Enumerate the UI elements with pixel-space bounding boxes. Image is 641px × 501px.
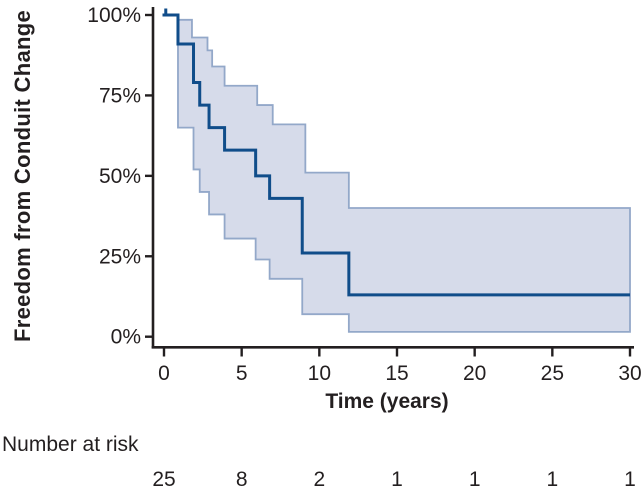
x-tick-label: 10 [308, 362, 331, 385]
number-at-risk-value: 1 [391, 468, 403, 491]
km-plot-canvas: 100% 75% 50% 25% 0% 0 5 10 15 20 25 30 Time (years) [87, 4, 641, 413]
x-tick-label: 25 [541, 362, 564, 385]
y-tick-label: 0% [111, 326, 141, 349]
x-tick-label: 15 [385, 362, 408, 385]
number-at-risk-value: 8 [235, 468, 248, 491]
x-tick-label: 0 [158, 362, 170, 385]
survival-curve [162, 13, 630, 297]
number-at-risk-value: 1 [546, 468, 559, 491]
number-at-risk-label: Number at risk [2, 433, 139, 456]
confidence-band [177, 15, 631, 333]
x-tick-label: 30 [618, 362, 641, 385]
y-tick-label: 25% [99, 245, 141, 268]
number-at-risk-value: 25 [152, 468, 176, 491]
y-tick-label: 75% [99, 84, 141, 107]
x-axis-title: Time (years) [325, 390, 448, 413]
number-at-risk-value: 1 [624, 468, 636, 491]
x-tick-label: 20 [463, 362, 486, 385]
y-tick-label: 50% [99, 165, 141, 188]
x-tick-label: 5 [236, 362, 248, 385]
y-tick-label: 100% [87, 4, 141, 27]
number-at-risk-values: 25 8 2 1 1 1 1 [0, 469, 641, 493]
number-at-risk-value: 2 [313, 468, 326, 491]
number-at-risk-value: 1 [468, 468, 481, 491]
